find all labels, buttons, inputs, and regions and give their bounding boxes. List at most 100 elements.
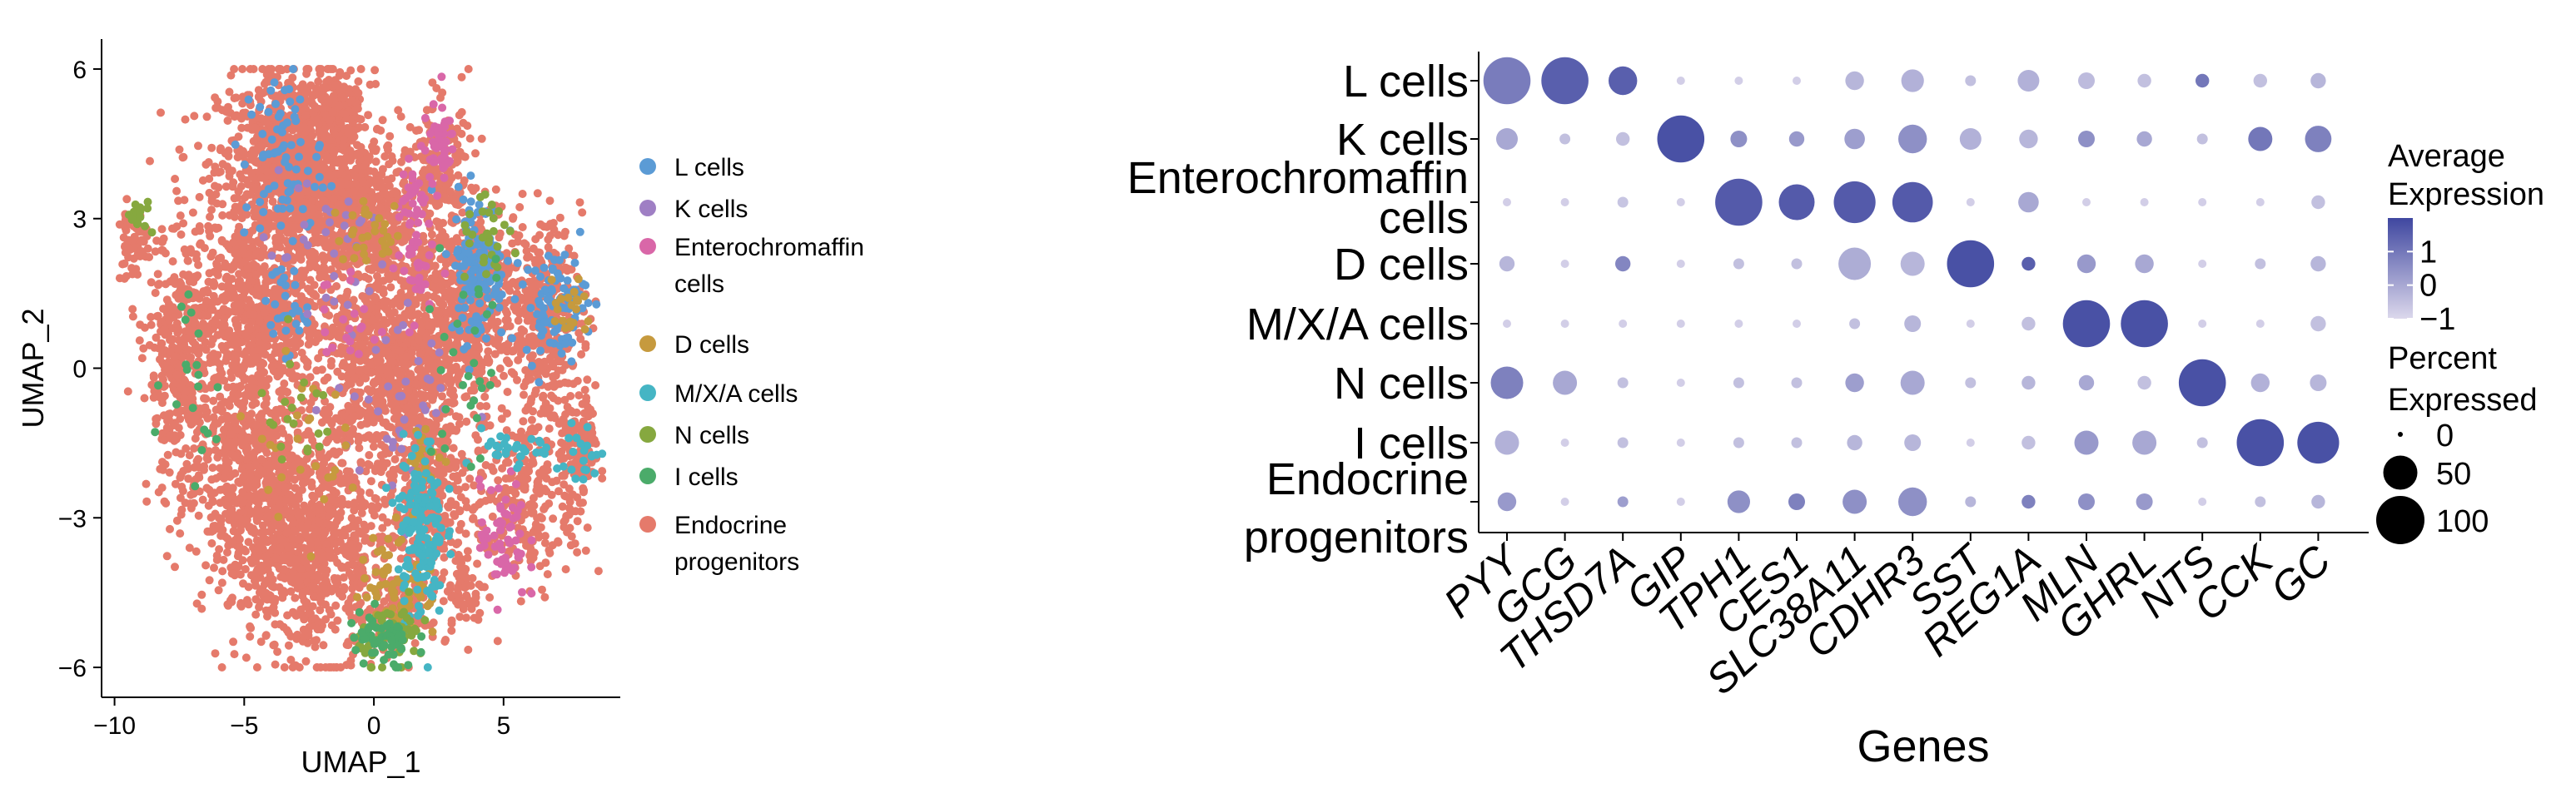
- umap-point: [256, 561, 266, 570]
- umap-point: [218, 567, 227, 576]
- umap-point: [462, 392, 471, 401]
- umap-point: [326, 610, 336, 619]
- umap-point: [238, 488, 247, 497]
- umap-point: [346, 146, 355, 156]
- umap-point: [172, 186, 182, 196]
- umap-point: [380, 152, 390, 161]
- umap-point: [171, 419, 179, 428]
- umap-point: [156, 354, 164, 364]
- umap-point: [313, 162, 322, 171]
- umap-point: [172, 352, 181, 361]
- umap-point: [194, 260, 203, 270]
- umap-point: [270, 597, 279, 607]
- umap-point: [208, 498, 217, 507]
- umap-point: [306, 538, 315, 548]
- umap-point: [368, 315, 377, 325]
- umap-point: [246, 168, 256, 177]
- umap-point: [262, 167, 271, 176]
- umap-point: [252, 303, 261, 312]
- umap-point: [284, 641, 293, 650]
- umap-point: [363, 385, 372, 394]
- umap-point: [282, 65, 291, 73]
- umap-point: [199, 287, 208, 296]
- umap-point: [318, 554, 327, 563]
- umap-point: [206, 490, 216, 499]
- umap-point: [372, 125, 381, 134]
- umap-point: [252, 663, 261, 672]
- umap-point: [383, 211, 392, 221]
- umap-point: [244, 180, 253, 189]
- umap-point: [223, 383, 232, 392]
- umap-point: [251, 428, 260, 437]
- umap-point: [209, 291, 218, 300]
- umap-point: [142, 479, 151, 488]
- umap-point: [301, 266, 310, 275]
- umap-point: [231, 340, 240, 349]
- umap-point: [358, 340, 367, 349]
- umap-point: [371, 157, 380, 166]
- umap-point: [233, 320, 242, 330]
- umap-point: [354, 437, 363, 446]
- umap-point: [316, 453, 325, 462]
- umap-point: [218, 200, 227, 209]
- umap-point: [186, 490, 196, 499]
- umap-point: [128, 305, 137, 314]
- umap-point: [364, 275, 373, 284]
- umap-point: [220, 315, 229, 324]
- umap-point: [335, 429, 344, 439]
- umap-point: [191, 547, 201, 556]
- umap-point: [241, 193, 250, 202]
- umap-point: [330, 148, 338, 157]
- umap-point: [275, 231, 284, 240]
- umap-point: [280, 379, 289, 388]
- umap-point: [217, 663, 226, 672]
- umap-point: [184, 474, 193, 483]
- umap-point: [298, 478, 307, 488]
- umap-point: [301, 505, 310, 514]
- umap-point: [332, 169, 341, 178]
- umap-point: [149, 373, 158, 382]
- umap-point: [175, 408, 184, 417]
- umap-point: [248, 243, 257, 252]
- umap-point: [183, 334, 192, 343]
- umap-point: [137, 247, 147, 256]
- umap-point: [198, 495, 207, 504]
- umap-point: [311, 561, 320, 569]
- umap-point: [157, 339, 167, 348]
- umap-point: [291, 483, 301, 493]
- umap-point: [211, 162, 220, 171]
- umap-point: [320, 376, 329, 385]
- umap-point: [217, 578, 226, 587]
- umap-point: [372, 494, 380, 503]
- umap-point: [204, 221, 213, 230]
- umap-point: [231, 468, 240, 478]
- umap-point: [224, 330, 233, 339]
- umap-point: [203, 414, 212, 423]
- umap-point: [258, 65, 267, 73]
- umap-point: [260, 368, 269, 377]
- umap-point: [306, 275, 315, 285]
- umap-point: [220, 473, 229, 483]
- umap-point: [235, 270, 243, 279]
- umap-point: [280, 663, 289, 672]
- umap-point: [135, 336, 144, 345]
- umap-point: [314, 329, 323, 338]
- umap-point: [387, 174, 396, 183]
- umap-point: [276, 523, 285, 533]
- umap-point: [242, 210, 251, 219]
- umap-point: [361, 419, 370, 428]
- umap-point: [331, 521, 340, 530]
- umap-point: [375, 203, 385, 212]
- umap-point: [229, 178, 238, 187]
- umap-point: [211, 316, 220, 325]
- umap-point: [231, 437, 240, 446]
- umap-point: [304, 135, 313, 144]
- umap-point: [291, 222, 300, 231]
- umap-point: [367, 502, 376, 511]
- umap-point: [153, 311, 162, 320]
- umap-point: [147, 313, 156, 321]
- umap-point: [147, 278, 156, 287]
- umap-point: [183, 256, 192, 265]
- umap-point: [207, 196, 216, 206]
- umap-point: [304, 609, 313, 618]
